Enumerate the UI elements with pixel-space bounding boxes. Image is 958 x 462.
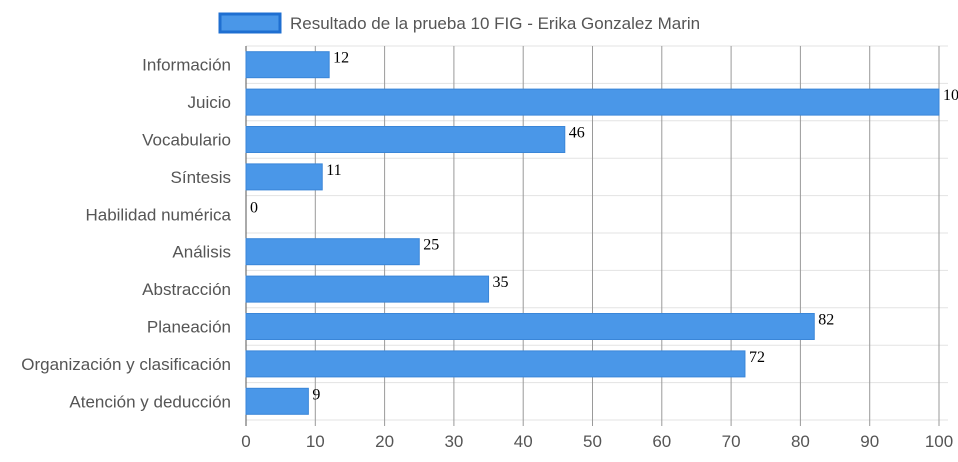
data-label: 82 (818, 312, 834, 329)
category-label: Organización y clasificación (21, 355, 231, 374)
x-tick-label: 20 (375, 432, 394, 451)
x-axis-ticks: 0 10 20 30 40 50 60 70 80 90 100 (241, 432, 953, 451)
data-label: 72 (749, 349, 765, 366)
bar[interactable] (245, 126, 566, 153)
bar[interactable] (245, 350, 746, 378)
bar[interactable] (245, 51, 330, 79)
x-tick-label: 60 (652, 432, 671, 451)
bar[interactable] (245, 88, 940, 116)
category-label: Planeación (147, 318, 231, 337)
x-tick-label: 30 (444, 432, 463, 451)
x-tick-label: 90 (860, 432, 879, 451)
legend-swatch[interactable] (218, 12, 282, 34)
legend-label[interactable]: Resultado de la prueba 10 FIG - Erika Go… (290, 14, 700, 33)
x-tick-label: 10 (306, 432, 325, 451)
bar[interactable] (245, 387, 309, 415)
data-label: 100 (943, 87, 958, 104)
data-label: 46 (569, 125, 585, 142)
data-label: 35 (493, 274, 509, 291)
category-label: Información (142, 56, 231, 75)
bar[interactable] (245, 313, 815, 340)
category-label: Juicio (188, 93, 231, 112)
data-label: 9 (312, 386, 320, 403)
category-label: Vocabulario (142, 131, 231, 150)
x-tick-label: 100 (925, 432, 953, 451)
data-label: 12 (333, 50, 349, 67)
x-tick-label: 80 (791, 432, 810, 451)
bar[interactable] (245, 163, 323, 191)
data-label: 25 (423, 237, 439, 254)
category-label: Atención y deducción (69, 392, 231, 411)
data-labels: 12 100 46 11 0 25 35 82 72 9 (250, 50, 958, 404)
x-tick-label: 50 (583, 432, 602, 451)
bars (245, 51, 940, 415)
x-tick-label: 70 (722, 432, 741, 451)
legend[interactable]: Resultado de la prueba 10 FIG - Erika Go… (218, 12, 700, 34)
category-label: Síntesis (171, 168, 231, 187)
x-tick-label: 0 (241, 432, 250, 451)
bar[interactable] (245, 275, 490, 303)
category-label: Abstracción (142, 280, 231, 299)
category-labels: Información Juicio Vocabulario Síntesis Habi… (21, 56, 231, 412)
data-label: 0 (250, 199, 258, 216)
category-label: Análisis (172, 243, 231, 262)
bar[interactable] (245, 238, 420, 266)
category-label: Habilidad numérica (85, 205, 231, 224)
data-label: 11 (326, 162, 341, 179)
x-tick-label: 40 (514, 432, 533, 451)
